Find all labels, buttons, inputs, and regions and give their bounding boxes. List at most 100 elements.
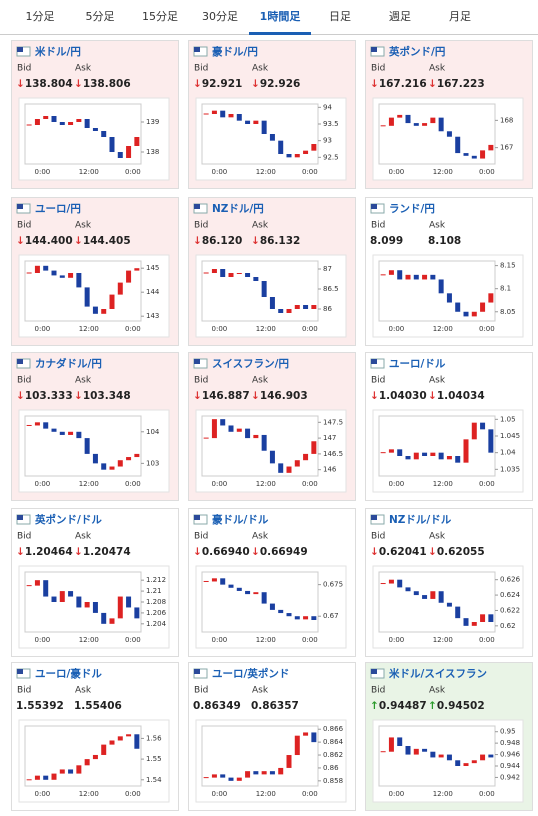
candle xyxy=(278,609,284,614)
rate-card[interactable]: ユーロ/ドル Bid Ask↓1.04030 ↓1.04034 0:00 12:00 0:0… xyxy=(365,352,533,501)
pair-title[interactable]: 米ドル/スイスフラン xyxy=(388,667,487,680)
pair-title[interactable]: 英ポンド/円 xyxy=(388,45,445,58)
x-tick-label: 0:00 xyxy=(479,790,495,798)
tab[interactable]: 月足 xyxy=(449,10,471,23)
pair-title[interactable]: ユーロ/豪ドル xyxy=(35,667,102,680)
candle xyxy=(43,580,49,597)
candle xyxy=(228,273,234,277)
candle xyxy=(26,124,32,126)
pair-title[interactable]: ユーロ/円 xyxy=(35,203,81,215)
ask-label: Ask xyxy=(429,221,446,231)
rate-card[interactable]: ランド/円 Bid Ask 8.099 8.108 0:00 12:00 0:00 8.15 8.… xyxy=(365,197,533,346)
tab[interactable]: 15分足 xyxy=(142,10,178,23)
x-tick-label: 0:00 xyxy=(125,325,141,333)
pair-title[interactable]: ユーロ/ドル xyxy=(389,358,446,370)
bid-label: Bid xyxy=(371,532,385,542)
candle xyxy=(126,457,132,461)
pair-title[interactable]: ランド/円 xyxy=(389,203,435,215)
rate-card[interactable]: ユーロ/英ポンド Bid Ask 0.86349 0.86357 0:00 12:00 0:0… xyxy=(188,662,356,811)
plot-frame xyxy=(201,103,319,165)
candle xyxy=(455,606,461,619)
tab[interactable]: 週足 xyxy=(389,10,411,23)
rate-card[interactable]: 豪ドル/ドル Bid Ask↓0.66940 ↓0.66949 0:00 12:00 0:0… xyxy=(188,508,356,657)
pair-title[interactable]: NZドル/円 xyxy=(212,203,264,215)
rate-card[interactable]: スイスフラン/円 Bid Ask↓146.887 ↓146.903 0:00 12:00 0… xyxy=(188,352,356,501)
rate-card[interactable]: NZドル/ドル Bid Ask↓0.62041 ↓0.62055 0:00 12:00 0:… xyxy=(365,508,533,657)
candle xyxy=(84,119,90,128)
ask-label: Ask xyxy=(75,221,92,231)
bid-price: 1.55392 xyxy=(16,700,64,712)
candle xyxy=(203,113,209,115)
x-tick-label: 0:00 xyxy=(389,480,405,488)
x-tick-label: 0:00 xyxy=(125,790,141,798)
chart-box xyxy=(195,719,347,803)
candle xyxy=(380,274,386,276)
candle xyxy=(92,128,98,131)
candle xyxy=(51,773,57,780)
candle xyxy=(286,466,292,473)
tab[interactable]: 30分足 xyxy=(202,10,238,23)
candle xyxy=(101,309,107,314)
rate-card[interactable]: カナダドル/円 Bid Ask↓103.333 ↓103.348 0:00 12:00 0:… xyxy=(11,352,179,501)
ask-label: Ask xyxy=(429,64,446,74)
y-tick-label: 0.675 xyxy=(323,581,343,589)
rate-card[interactable]: 豪ドル/円 Bid Ask ↓92.921 ↓92.926 0:00 12:00 0:00 94… xyxy=(188,40,356,189)
candle xyxy=(51,270,57,276)
x-tick-label: 0:00 xyxy=(479,480,495,488)
tab[interactable]: 日足 xyxy=(329,10,351,23)
pair-title[interactable]: 豪ドル/ドル xyxy=(212,513,269,526)
chart-box xyxy=(372,719,524,803)
candle xyxy=(269,134,275,141)
x-tick-label: 12:00 xyxy=(433,636,453,644)
y-tick-label: 1.54 xyxy=(146,776,162,784)
x-tick-label: 0:00 xyxy=(302,168,318,176)
tab[interactable]: 5分足 xyxy=(86,10,115,23)
candle xyxy=(380,751,386,753)
rate-card[interactable]: ユーロ/豪ドル Bid Ask 1.55392 1.55406 0:00 12:00 0:00… xyxy=(11,662,179,811)
x-tick-label: 0:00 xyxy=(479,325,495,333)
pair-title[interactable]: スイスフラン/円 xyxy=(212,358,289,370)
flag-canton xyxy=(371,515,377,520)
y-tick-label: 0.862 xyxy=(323,751,343,759)
tab[interactable]: 1分足 xyxy=(26,10,55,23)
x-tick-label: 0:00 xyxy=(35,636,51,644)
ask-label: Ask xyxy=(429,376,446,386)
candle xyxy=(134,137,140,146)
bid-price: ↓146.887 xyxy=(193,390,250,402)
candle xyxy=(59,591,65,602)
tab[interactable]: 1時間足 xyxy=(260,9,302,23)
candle xyxy=(438,279,444,294)
candle xyxy=(455,136,461,154)
pair-title[interactable]: 豪ドル/円 xyxy=(212,45,258,58)
bid-price: ↓103.333 xyxy=(16,390,73,402)
pair-title[interactable]: NZドル/ドル xyxy=(389,514,452,526)
ask-label: Ask xyxy=(75,376,92,386)
ask-label: Ask xyxy=(252,64,269,74)
candle xyxy=(203,437,209,439)
y-tick-label: 104 xyxy=(146,428,160,436)
bid-label: Bid xyxy=(194,686,208,696)
x-tick-label: 12:00 xyxy=(433,790,453,798)
candle xyxy=(43,775,49,780)
x-tick-label: 0:00 xyxy=(212,480,228,488)
rate-card[interactable]: ユーロ/円 Bid Ask↓144.400 ↓144.405 0:00 12:00 0:00… xyxy=(11,197,179,346)
pair-title[interactable]: カナダドル/円 xyxy=(35,357,102,370)
rate-card[interactable]: NZドル/円 Bid Ask ↓86.120 ↓86.132 0:00 12:00 0:00 8… xyxy=(188,197,356,346)
chart-box xyxy=(18,719,170,803)
candle xyxy=(43,265,49,271)
x-tick-label: 0:00 xyxy=(479,168,495,176)
pair-title[interactable]: ユーロ/英ポンド xyxy=(212,667,289,680)
y-tick-label: 167 xyxy=(500,144,513,152)
candle xyxy=(117,282,123,295)
y-tick-label: 146 xyxy=(323,466,337,474)
y-tick-label: 145 xyxy=(146,264,159,272)
x-tick-label: 0:00 xyxy=(35,790,51,798)
pair-title[interactable]: 英ポンド/ドル xyxy=(34,513,102,526)
pair-title[interactable]: 米ドル/円 xyxy=(34,45,81,58)
y-tick-label: 0.942 xyxy=(500,773,520,781)
candle xyxy=(397,114,403,118)
